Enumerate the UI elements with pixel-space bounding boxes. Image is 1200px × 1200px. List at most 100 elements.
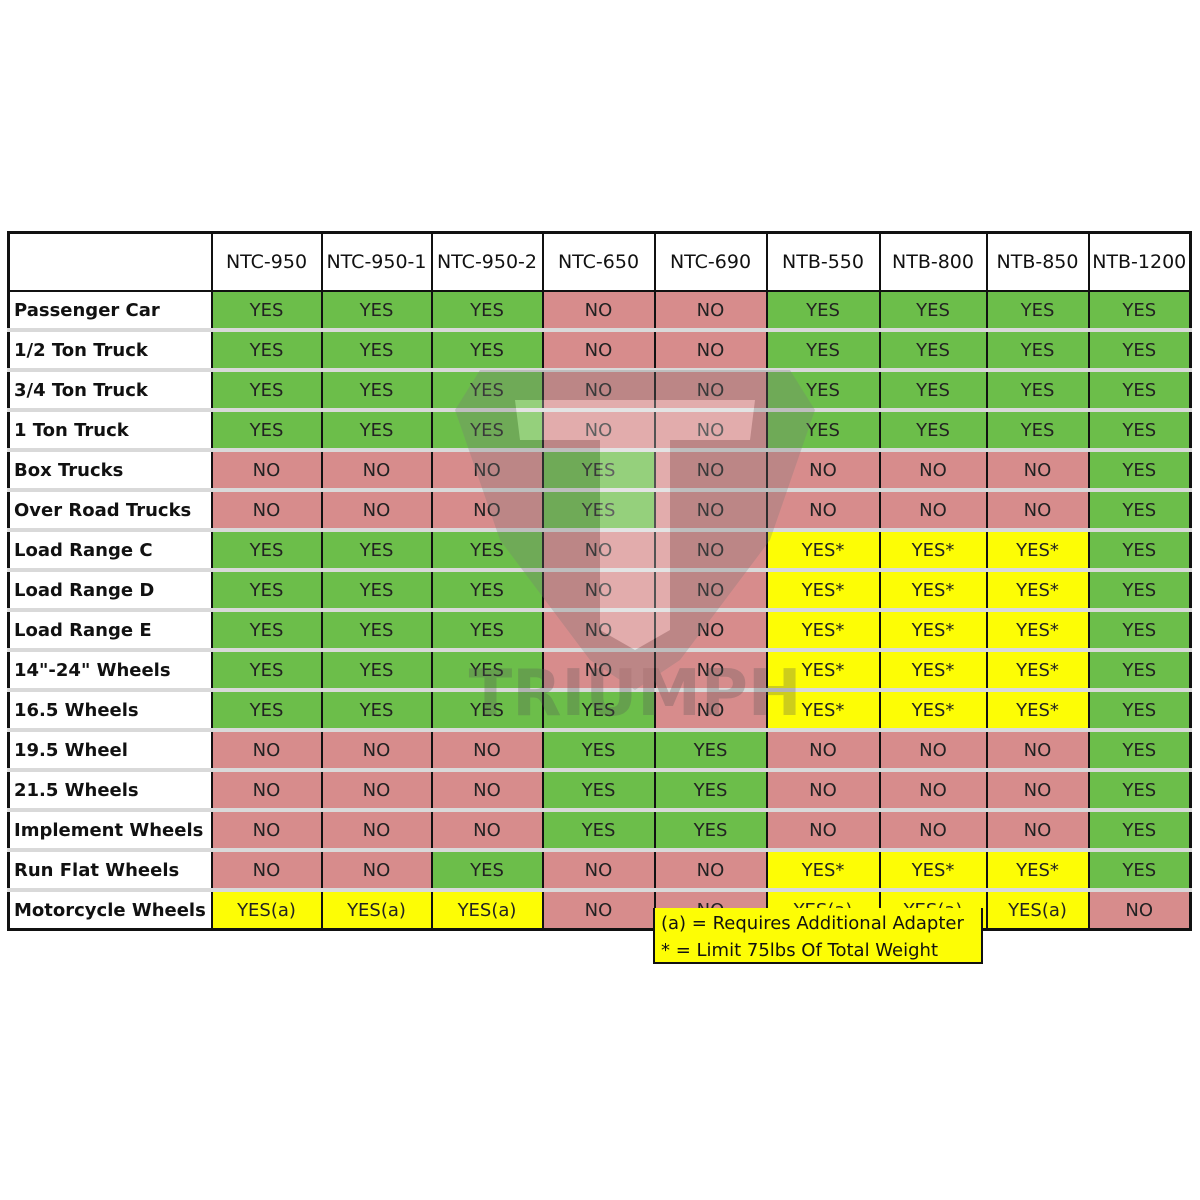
- compatibility-cell: YES: [320, 610, 433, 652]
- compatibility-cell: NO: [210, 490, 323, 532]
- compatibility-cell: NO: [765, 490, 881, 532]
- row-label: Passenger Car: [7, 291, 213, 332]
- compatibility-cell: YES: [210, 690, 323, 732]
- compatibility-cell: YES: [1087, 650, 1192, 692]
- column-header: NTB-550: [765, 231, 881, 292]
- column-header: NTC-650: [541, 231, 656, 292]
- compatibility-cell: NO: [430, 490, 544, 532]
- legend-adapter-note: (a) = Requires Additional Adapter: [661, 913, 964, 934]
- compatibility-cell: NO: [320, 730, 433, 772]
- compatibility-cell: YES(a): [210, 890, 323, 931]
- compatibility-cell: YES: [765, 410, 881, 452]
- compatibility-cell: YES*: [878, 610, 988, 652]
- compatibility-cell: YES: [1087, 291, 1192, 332]
- row-label: 3/4 Ton Truck: [7, 370, 213, 412]
- compatibility-cell: YES*: [985, 530, 1090, 572]
- compatibility-cell: NO: [985, 490, 1090, 532]
- compatibility-cell: YES: [653, 810, 768, 852]
- column-header: NTC-950-2: [430, 231, 544, 292]
- compatibility-cell: NO: [541, 570, 656, 612]
- compatibility-cell: YES: [1087, 530, 1192, 572]
- compatibility-cell: YES: [765, 291, 881, 332]
- compatibility-cell: NO: [320, 770, 433, 812]
- compatibility-cell: NO: [765, 810, 881, 852]
- compatibility-cell: NO: [541, 530, 656, 572]
- compatibility-cell: NO: [653, 850, 768, 892]
- row-label: 16.5 Wheels: [7, 690, 213, 732]
- compatibility-cell: NO: [210, 730, 323, 772]
- table-row: Load Range C YES YES YES NO NO YES* YES* YES* YES: [7, 530, 1192, 572]
- compatibility-cell: YES: [210, 410, 323, 452]
- compatibility-cell: YES: [1087, 690, 1192, 732]
- compatibility-cell: NO: [878, 490, 988, 532]
- compatibility-cell: YES: [430, 330, 544, 372]
- compatibility-cell: NO: [430, 770, 544, 812]
- table-row: 3/4 Ton Truck YES YES YES NO NO YES YES YES YES: [7, 370, 1192, 412]
- compatibility-cell: YES: [878, 370, 988, 412]
- compatibility-cell: NO: [541, 610, 656, 652]
- compatibility-cell: NO: [320, 810, 433, 852]
- compatibility-cell: YES: [430, 410, 544, 452]
- compatibility-cell: YES*: [985, 610, 1090, 652]
- compatibility-cell: YES: [320, 291, 433, 332]
- compatibility-cell: YES: [320, 650, 433, 692]
- column-header: NTC-950: [210, 231, 323, 292]
- compatibility-cell: NO: [541, 370, 656, 412]
- compatibility-cell: YES: [1087, 770, 1192, 812]
- compatibility-cell: NO: [653, 610, 768, 652]
- compatibility-cell: YES: [541, 730, 656, 772]
- compatibility-cell: NO: [878, 810, 988, 852]
- compatibility-cell: YES*: [765, 570, 881, 612]
- table-body: Passenger Car YES YES YES NO NO YES YES YES YES 1/…: [7, 291, 1192, 931]
- compatibility-cell: YES: [430, 570, 544, 612]
- row-label: Load Range C: [7, 530, 213, 572]
- column-header: NTB-850: [985, 231, 1090, 292]
- compatibility-cell: NO: [320, 490, 433, 532]
- compatibility-cell: YES: [430, 650, 544, 692]
- compatibility-cell: YES: [765, 330, 881, 372]
- compatibility-cell: YES*: [878, 570, 988, 612]
- column-header: NTB-800: [878, 231, 988, 292]
- compatibility-cell: YES: [541, 450, 656, 492]
- compatibility-cell: NO: [653, 410, 768, 452]
- compatibility-cell: YES: [653, 730, 768, 772]
- compatibility-cell: YES(a): [430, 890, 544, 931]
- compatibility-cell: NO: [320, 450, 433, 492]
- compatibility-cell: NO: [653, 450, 768, 492]
- row-label: 1 Ton Truck: [7, 410, 213, 452]
- compatibility-cell: YES: [210, 370, 323, 412]
- compatibility-cell: YES: [430, 291, 544, 332]
- compatibility-cell: YES: [1087, 370, 1192, 412]
- compatibility-cell: YES: [1087, 730, 1192, 772]
- compatibility-cell: YES: [541, 690, 656, 732]
- compatibility-cell: NO: [878, 450, 988, 492]
- compatibility-cell: YES: [320, 530, 433, 572]
- compatibility-cell: NO: [765, 450, 881, 492]
- table-row: Run Flat Wheels NO NO YES NO NO YES* YES* YES* YE…: [7, 850, 1192, 892]
- compatibility-cell: NO: [541, 890, 656, 931]
- compatibility-cell: YES: [210, 650, 323, 692]
- compatibility-cell: YES*: [985, 570, 1090, 612]
- compatibility-cell: NO: [985, 770, 1090, 812]
- compatibility-cell: NO: [430, 450, 544, 492]
- compatibility-cell: YES: [320, 330, 433, 372]
- compatibility-cell: NO: [653, 370, 768, 412]
- compatibility-cell: YES: [985, 291, 1090, 332]
- compatibility-cell: YES: [1087, 610, 1192, 652]
- table-row: Load Range E YES YES YES NO NO YES* YES* YES* YES: [7, 610, 1192, 652]
- row-label: 21.5 Wheels: [7, 770, 213, 812]
- compatibility-cell: NO: [985, 450, 1090, 492]
- compatibility-cell: YES*: [878, 850, 988, 892]
- compatibility-cell: YES: [1087, 570, 1192, 612]
- row-label: Load Range D: [7, 570, 213, 612]
- compatibility-cell: YES: [430, 610, 544, 652]
- compatibility-cell: YES: [430, 690, 544, 732]
- compatibility-cell: NO: [878, 770, 988, 812]
- compatibility-cell: NO: [765, 770, 881, 812]
- row-label: Implement Wheels: [7, 810, 213, 852]
- compatibility-cell: YES: [1087, 410, 1192, 452]
- compatibility-cell: YES: [1087, 810, 1192, 852]
- compatibility-table: NTC-950 NTC-950-1 NTC-950-2 NTC-650 NTC-690 N…: [7, 231, 1192, 931]
- compatibility-cell: NO: [210, 810, 323, 852]
- compatibility-cell: YES: [210, 530, 323, 572]
